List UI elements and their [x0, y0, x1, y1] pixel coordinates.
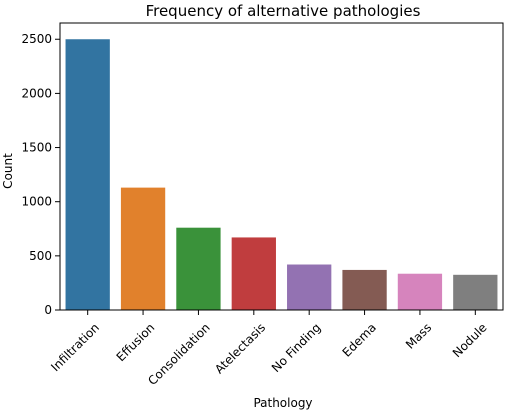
x-tick-label: Mass: [403, 320, 434, 351]
y-ticks-group: 0 500 1000 1500 2000 2500: [21, 32, 60, 317]
x-tick-label: Edema: [340, 320, 379, 359]
x-tick-label: Nodule: [450, 320, 490, 360]
y-tick-label: 500: [29, 249, 52, 263]
bar-mass: [397, 273, 443, 310]
bar-no-finding: [287, 264, 332, 310]
plot-frame: [59, 22, 504, 311]
y-tick-label: 2500: [21, 32, 52, 46]
y-tick-label: 2000: [21, 86, 52, 100]
x-tick-label: Atelectasis: [212, 320, 268, 376]
x-axis-label: Pathology: [253, 396, 312, 410]
x-tick-label: Infiltration: [48, 320, 102, 374]
bar-consolidation: [176, 227, 221, 310]
bar-effusion: [120, 187, 166, 310]
y-tick-label: 1500: [21, 141, 52, 155]
y-tick-label: 0: [44, 303, 52, 317]
x-tick-label: Effusion: [114, 320, 158, 364]
x-tick-label: No Finding: [269, 320, 324, 375]
bar-nodule: [453, 274, 498, 310]
chart-title: Frequency of alternative pathologies: [146, 2, 421, 20]
y-axis-label: Count: [1, 153, 15, 189]
bars-group: [65, 39, 498, 311]
bar-infiltration: [65, 39, 110, 311]
y-tick-label: 1000: [21, 195, 52, 209]
bar-atelectasis: [231, 237, 276, 310]
bar-edema: [342, 269, 387, 310]
